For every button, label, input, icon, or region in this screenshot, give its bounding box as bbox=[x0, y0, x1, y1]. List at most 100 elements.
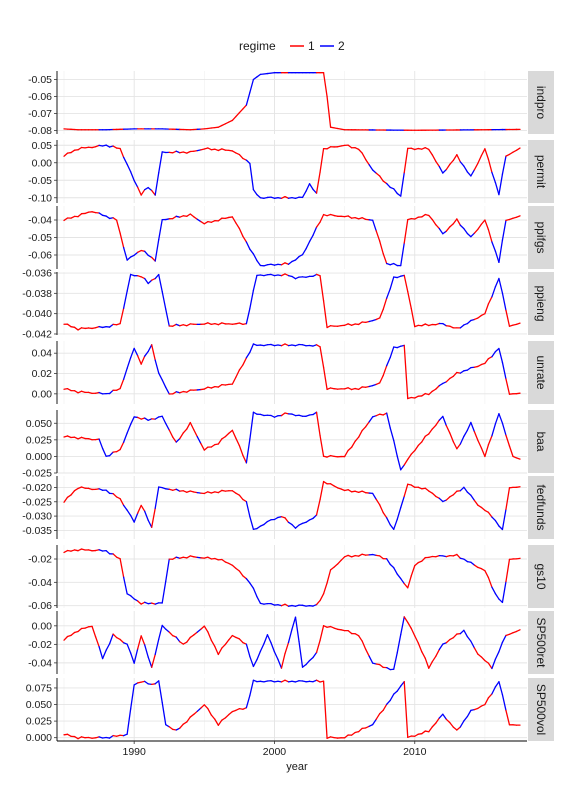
line-segment-regime-1 bbox=[217, 647, 223, 656]
facet-strip-label: unrate bbox=[534, 355, 548, 389]
line-segment-regime-2 bbox=[386, 182, 391, 189]
line-segment-regime-2 bbox=[245, 694, 251, 709]
line-segment-regime-1 bbox=[319, 213, 325, 223]
line-segment-regime-1 bbox=[319, 346, 325, 368]
line-segment-regime-1 bbox=[403, 458, 409, 466]
line-segment-regime-1 bbox=[480, 447, 486, 458]
line-segment-regime-1 bbox=[322, 480, 328, 485]
line-segment-regime-2 bbox=[133, 648, 139, 664]
line-segment-regime-1 bbox=[435, 717, 440, 724]
line-segment-regime-1 bbox=[137, 504, 142, 514]
line-segment-regime-2 bbox=[368, 416, 374, 423]
line-segment-regime-2 bbox=[101, 447, 107, 457]
line-segment-regime-1 bbox=[200, 625, 205, 630]
line-segment-regime-2 bbox=[498, 347, 504, 364]
line-segment-regime-1 bbox=[210, 714, 216, 720]
facet-strip bbox=[528, 206, 554, 269]
line-segment-regime-1 bbox=[456, 726, 462, 731]
line-segment-regime-2 bbox=[442, 713, 447, 720]
line-segment-regime-1 bbox=[221, 123, 227, 127]
y-tick-label: -0.038 bbox=[22, 288, 52, 300]
line-segment-regime-2 bbox=[175, 437, 181, 443]
line-segment-regime-2 bbox=[466, 319, 472, 325]
line-segment-regime-1 bbox=[487, 158, 493, 174]
line-segment-regime-2 bbox=[252, 274, 258, 291]
line-segment-regime-1 bbox=[487, 296, 493, 305]
line-segment-regime-1 bbox=[473, 430, 479, 442]
line-segment-regime-2 bbox=[245, 578, 251, 584]
line-segment-regime-1 bbox=[189, 634, 195, 639]
legend-label-regime-1: 1 bbox=[308, 39, 315, 53]
line-segment-regime-2 bbox=[400, 616, 405, 636]
line-segment-regime-2 bbox=[147, 186, 153, 192]
line-segment-regime-1 bbox=[508, 151, 514, 156]
line-segment-regime-1 bbox=[119, 498, 125, 507]
line-segment-regime-2 bbox=[126, 357, 132, 369]
line-segment-regime-2 bbox=[133, 179, 139, 188]
line-segment-regime-1 bbox=[315, 221, 321, 228]
line-segment-regime-1 bbox=[449, 494, 454, 498]
line-segment-regime-1 bbox=[484, 358, 490, 365]
line-segment-regime-1 bbox=[407, 621, 412, 630]
line-segment-regime-1 bbox=[119, 441, 125, 451]
line-segment-regime-1 bbox=[315, 344, 321, 348]
line-segment-regime-1 bbox=[508, 445, 514, 458]
line-segment-regime-2 bbox=[393, 439, 398, 457]
line-segment-regime-1 bbox=[242, 104, 248, 110]
line-segment-regime-1 bbox=[151, 507, 156, 528]
line-segment-regime-2 bbox=[470, 640, 476, 649]
line-segment-regime-2 bbox=[396, 506, 402, 521]
line-segment-regime-1 bbox=[238, 494, 244, 501]
line-segment-regime-2 bbox=[308, 234, 314, 243]
line-segment-regime-2 bbox=[498, 173, 504, 196]
line-segment-regime-2 bbox=[459, 161, 465, 167]
line-segment-regime-2 bbox=[498, 277, 504, 294]
line-segment-regime-1 bbox=[333, 563, 339, 568]
line-segment-regime-1 bbox=[480, 656, 486, 662]
line-segment-regime-2 bbox=[501, 155, 507, 175]
line-segment-regime-1 bbox=[414, 561, 419, 567]
line-segment-regime-2 bbox=[491, 658, 497, 670]
line-segment-regime-1 bbox=[379, 504, 384, 514]
line-segment-regime-1 bbox=[280, 652, 286, 669]
facet-strip-label: SP500ret bbox=[534, 617, 548, 668]
line-segment-regime-1 bbox=[140, 355, 146, 365]
line-segment-regime-2 bbox=[130, 416, 135, 425]
line-segment-regime-1 bbox=[151, 189, 156, 196]
y-tick-label: -0.040 bbox=[22, 308, 52, 320]
line-segment-regime-1 bbox=[203, 386, 209, 390]
y-tick-label: -0.02 bbox=[28, 554, 52, 566]
line-segment-regime-2 bbox=[389, 693, 395, 702]
y-tick-label: 0.050 bbox=[26, 418, 52, 430]
line-segment-regime-2 bbox=[252, 411, 258, 415]
line-segment-regime-1 bbox=[336, 559, 342, 565]
line-segment-regime-1 bbox=[477, 653, 483, 658]
line-segment-regime-2 bbox=[501, 292, 507, 311]
line-segment-regime-1 bbox=[115, 219, 121, 234]
line-segment-regime-1 bbox=[410, 564, 416, 577]
line-segment-regime-2 bbox=[459, 720, 465, 728]
line-segment-regime-2 bbox=[263, 634, 269, 645]
y-tick-label: -0.05 bbox=[28, 175, 52, 187]
line-segment-regime-2 bbox=[108, 451, 114, 457]
line-segment-regime-2 bbox=[144, 350, 149, 357]
line-segment-regime-1 bbox=[193, 429, 198, 438]
line-segment-regime-1 bbox=[168, 429, 174, 438]
line-segment-regime-1 bbox=[63, 152, 69, 157]
line-segment-regime-2 bbox=[294, 524, 300, 529]
line-segment-regime-2 bbox=[165, 308, 170, 327]
line-segment-regime-2 bbox=[126, 708, 132, 735]
y-tick-label: 0.025 bbox=[26, 434, 52, 446]
line-segment-regime-1 bbox=[515, 557, 521, 560]
line-segment-regime-2 bbox=[494, 250, 500, 264]
line-segment-regime-2 bbox=[389, 427, 395, 442]
line-segment-regime-1 bbox=[112, 553, 118, 558]
line-segment-regime-1 bbox=[242, 235, 248, 243]
line-segment-regime-2 bbox=[108, 323, 114, 328]
line-segment-regime-1 bbox=[365, 421, 370, 428]
line-segment-regime-2 bbox=[147, 254, 153, 259]
line-segment-regime-1 bbox=[315, 639, 321, 654]
line-segment-regime-2 bbox=[466, 232, 472, 238]
line-segment-regime-1 bbox=[203, 446, 209, 451]
facet-strip-label: baa bbox=[534, 431, 548, 451]
